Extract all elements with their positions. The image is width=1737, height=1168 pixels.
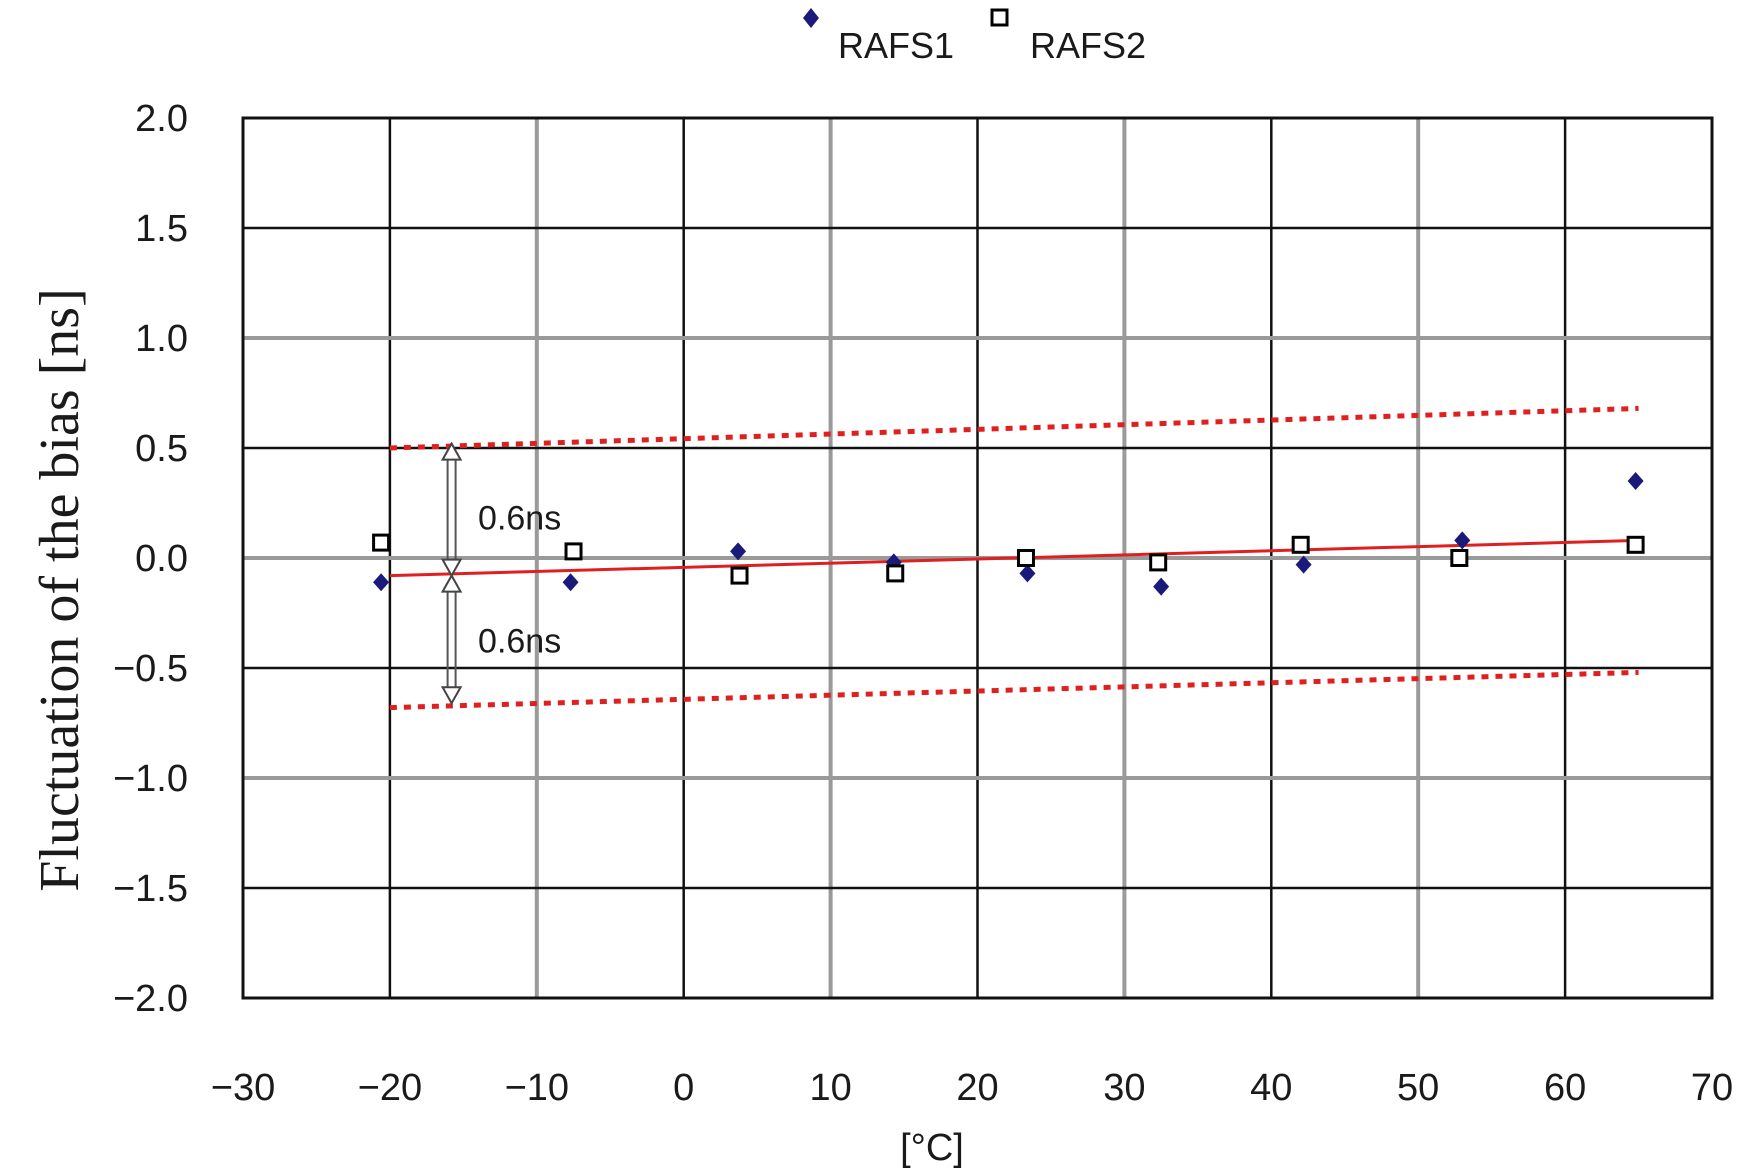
rafs2-point bbox=[1626, 535, 1645, 554]
arrow-head-up bbox=[440, 441, 463, 461]
range-arrows bbox=[440, 441, 463, 706]
bound-lines bbox=[389, 405, 1639, 711]
rafs2-point bbox=[1016, 549, 1035, 567]
x-tick-label: −20 bbox=[358, 1067, 422, 1109]
rafs1-point bbox=[562, 573, 579, 592]
y-axis-label: Fluctuation of the bias [ns] bbox=[29, 288, 91, 891]
x-axis-ticks: −30 −20 −10 0 10 20 30 40 50 60 70 bbox=[211, 1067, 1733, 1109]
y-axis-ticks: 2.0 1.5 1.0 0.5 0.0 −0.5 −1.0 −1.5 −2.0 bbox=[113, 98, 188, 1020]
rafs2-point bbox=[372, 533, 391, 552]
y-tick-label: −1.0 bbox=[113, 758, 188, 800]
rafs2-point bbox=[730, 566, 749, 585]
rafs2-point bbox=[1450, 549, 1469, 567]
double-arrow bbox=[440, 441, 463, 578]
y-tick-label: 0.5 bbox=[135, 428, 188, 470]
rafs2-point bbox=[1291, 535, 1310, 554]
x-tick-label: 20 bbox=[956, 1067, 998, 1109]
rafs1-point bbox=[1627, 472, 1644, 490]
bound-line-upper bbox=[389, 405, 1639, 451]
rafs2-point bbox=[564, 542, 583, 561]
x-tick-label: −30 bbox=[211, 1067, 275, 1109]
rafs1-point bbox=[1153, 577, 1170, 596]
annotation-label: 0.6ns bbox=[478, 623, 561, 661]
legend-label-rafs2: RAFS2 bbox=[1030, 25, 1146, 66]
x-tick-label: −10 bbox=[505, 1067, 569, 1109]
legend-marker-rafs2 bbox=[990, 8, 1009, 27]
rafs2-point bbox=[1149, 553, 1168, 572]
rafs1-point bbox=[1295, 555, 1312, 574]
rafs1-point bbox=[373, 573, 390, 592]
arrow-head-up bbox=[440, 573, 463, 593]
x-tick-label: 70 bbox=[1691, 1067, 1733, 1109]
arrow-head-down bbox=[440, 686, 463, 706]
trend-line bbox=[389, 538, 1639, 578]
y-tick-label: −2.0 bbox=[113, 978, 188, 1020]
x-tick-label: 60 bbox=[1544, 1067, 1586, 1109]
data-points bbox=[372, 472, 1645, 596]
x-tick-label: 0 bbox=[673, 1067, 694, 1109]
x-tick-label: 10 bbox=[809, 1067, 851, 1109]
trend-line-group bbox=[389, 538, 1639, 578]
legend: RAFS1 RAFS2 bbox=[803, 8, 1146, 66]
y-tick-label: −1.5 bbox=[113, 868, 188, 910]
y-tick-label: 1.5 bbox=[135, 208, 188, 250]
bound-line-lower bbox=[389, 669, 1639, 711]
x-tick-label: 30 bbox=[1103, 1067, 1145, 1109]
x-tick-label: 50 bbox=[1397, 1067, 1439, 1109]
y-tick-label: −0.5 bbox=[113, 648, 188, 690]
legend-marker-rafs1 bbox=[803, 8, 819, 28]
y-tick-label: 2.0 bbox=[135, 98, 188, 140]
rafs1-point bbox=[730, 542, 747, 561]
y-tick-label: 1.0 bbox=[135, 318, 188, 360]
annotation-label: 0.6ns bbox=[478, 499, 561, 537]
rafs1-point bbox=[1019, 564, 1036, 583]
plot-area-frame bbox=[241, 116, 1714, 1000]
x-axis-label: [°C] bbox=[900, 1127, 964, 1168]
rafs1-point bbox=[1454, 531, 1471, 550]
x-tick-label: 40 bbox=[1250, 1067, 1292, 1109]
legend-label-rafs1: RAFS1 bbox=[838, 25, 954, 66]
annotations: 0.6ns 0.6ns bbox=[478, 499, 561, 660]
rafs2-point bbox=[886, 564, 905, 583]
double-arrow bbox=[440, 573, 463, 706]
arrow-head-down bbox=[440, 558, 463, 578]
y-tick-label: 0.0 bbox=[135, 538, 188, 580]
